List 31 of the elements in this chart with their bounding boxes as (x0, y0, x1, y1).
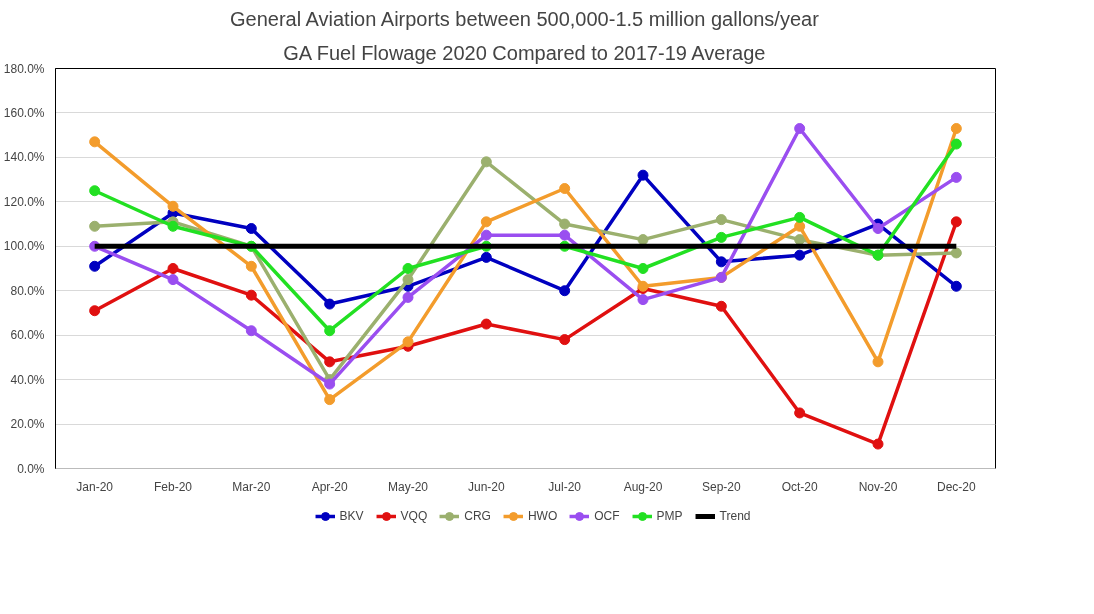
y-tick-label: 80.0% (10, 283, 45, 298)
legend-label: Trend (719, 509, 751, 523)
chart-title: General Aviation Airports between 500,000-1.5 million gallons/year (229, 7, 820, 30)
x-tick-label: Dec-20 (936, 479, 976, 494)
legend-label: PMP (656, 509, 683, 523)
chart-subtitle: GA Fuel Flowage 2020 Compared to 2017-19 Average (283, 41, 766, 64)
y-tick-label: 20.0% (10, 417, 45, 432)
legend-label: OCF (594, 509, 620, 523)
y-tick-label: 60.0% (10, 328, 45, 343)
y-tick-label: 140.0% (3, 150, 45, 165)
y-tick-label: 180.0% (3, 61, 45, 76)
x-tick-label: Jun-20 (467, 479, 506, 494)
y-tick-label: 120.0% (3, 194, 45, 209)
x-tick-label: Sep-20 (701, 479, 742, 494)
y-tick-label: 100.0% (3, 239, 45, 254)
y-tick-label: 160.0% (3, 105, 45, 120)
x-tick-label: Apr-20 (311, 479, 348, 494)
x-tick-label: Nov-20 (858, 479, 898, 494)
legend-label: CRG (464, 509, 491, 523)
x-tick-label: Jul-20 (548, 479, 582, 494)
y-tick-label: 0.0% (17, 461, 45, 476)
legend-label: VQQ (400, 509, 428, 523)
legend-label: BKV (339, 509, 364, 523)
x-tick-label: Mar-20 (232, 479, 271, 494)
x-tick-label: Feb-20 (153, 479, 193, 494)
x-tick-label: Aug-20 (623, 479, 663, 494)
x-tick-label: Oct-20 (781, 479, 818, 494)
x-tick-label: May-20 (387, 479, 429, 494)
x-tick-label: Jan-20 (76, 479, 114, 494)
legend-label: HWO (527, 509, 558, 523)
y-tick-label: 40.0% (10, 372, 45, 387)
